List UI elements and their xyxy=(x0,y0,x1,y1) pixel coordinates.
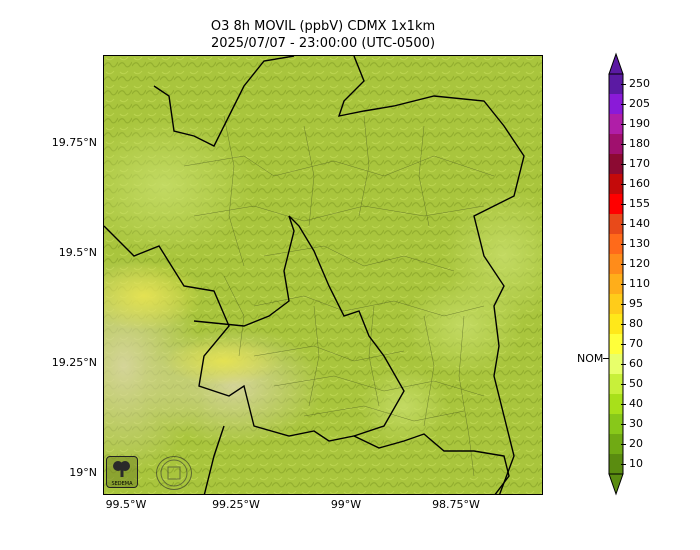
lat-tick-label: 19.75°N xyxy=(51,136,97,149)
colorbar-segment xyxy=(609,294,623,315)
cdmx-seal xyxy=(156,456,192,490)
colorbar-tick xyxy=(621,144,626,145)
colorbar-segment xyxy=(609,114,623,135)
lon-tick-label: 99°W xyxy=(330,498,362,511)
tree-icon xyxy=(113,461,130,477)
municipal-boundaries xyxy=(183,115,495,477)
colorbar-min-extend xyxy=(608,473,624,496)
colorbar-tick xyxy=(621,344,626,345)
colorbar-segment xyxy=(609,274,623,295)
colorbar-segment xyxy=(609,154,623,175)
colorbar-segment xyxy=(609,334,623,355)
colorbar-tick xyxy=(621,384,626,385)
lat-tick-label: 19.5°N xyxy=(58,246,97,259)
colorbar-tick-label: 190 xyxy=(629,117,650,130)
colorbar-tick xyxy=(621,264,626,265)
lon-tick-label: 98.75°W xyxy=(432,498,480,511)
colorbar-tick-label: 140 xyxy=(629,217,650,230)
lat-tick-label: 19°N xyxy=(69,466,97,479)
colorbar-tick xyxy=(621,284,626,285)
lon-tick-label: 99.25°W xyxy=(212,498,260,511)
colorbar-tick-label: 120 xyxy=(629,257,650,270)
colorbar-tick xyxy=(621,164,626,165)
colorbar-segment xyxy=(609,414,623,435)
colorbar-tick xyxy=(621,124,626,125)
colorbar-tick-label: 250 xyxy=(629,77,650,90)
colorbar-tick-label: 205 xyxy=(629,97,650,110)
colorbar-tick-label: 160 xyxy=(629,177,650,190)
colorbar xyxy=(608,52,624,496)
colorbar-tick-label: 180 xyxy=(629,137,650,150)
sedema-logo: SEDEMA xyxy=(106,456,138,488)
colorbar-tick-label: 95 xyxy=(629,297,643,310)
colorbar-segment xyxy=(609,74,623,95)
colorbar-segment xyxy=(609,314,623,335)
colorbar-tick xyxy=(621,404,626,405)
colorbar-tick-label: 155 xyxy=(629,197,650,210)
colorbar-segment xyxy=(609,214,623,235)
colorbar-segment xyxy=(609,374,623,395)
colorbar-segment xyxy=(609,394,623,415)
colorbar-tick xyxy=(621,424,626,425)
colorbar-tick-label: 30 xyxy=(629,417,643,430)
colorbar-tick-label: 60 xyxy=(629,357,643,370)
lat-tick-label: 19.25°N xyxy=(51,356,97,369)
colorbar-tick xyxy=(621,104,626,105)
map-panel xyxy=(103,55,543,495)
colorbar-segment xyxy=(609,134,623,155)
colorbar-tick xyxy=(621,204,626,205)
nom-label: NOM xyxy=(577,352,604,365)
colorbar-segment xyxy=(609,94,623,115)
colorbar-tick xyxy=(621,304,626,305)
lon-tick-label: 99.5°W xyxy=(105,498,147,511)
colorbar-tick-label: 50 xyxy=(629,377,643,390)
chart-subtitle: 2025/07/07 - 23:00:00 (UTC-0500) xyxy=(210,36,436,51)
colorbar-tick xyxy=(621,84,626,85)
colorbar-tick xyxy=(621,324,626,325)
colorbar-segment xyxy=(609,254,623,275)
colorbar-tick-label: 40 xyxy=(629,397,643,410)
colorbar-tick xyxy=(621,224,626,225)
colorbar-tick-label: 70 xyxy=(629,337,643,350)
colorbar-tick xyxy=(621,184,626,185)
state-boundaries xyxy=(104,56,525,494)
colorbar-segment xyxy=(609,434,623,455)
chart-title: O3 8h MOVIL (ppbV) CDMX 1x1km xyxy=(210,19,436,34)
sedema-logo-text: SEDEMA xyxy=(111,481,133,487)
colorbar-segment xyxy=(609,194,623,215)
colorbar-segment xyxy=(609,174,623,195)
colorbar-tick-label: 80 xyxy=(629,317,643,330)
colorbar-segment xyxy=(609,354,623,375)
colorbar-max-extend xyxy=(608,52,624,75)
colorbar-tick-label: 130 xyxy=(629,237,650,250)
colorbar-segment xyxy=(609,454,623,475)
colorbar-tick-label: 10 xyxy=(629,457,643,470)
colorbar-tick-label: 170 xyxy=(629,157,650,170)
nom-tick xyxy=(603,358,609,359)
colorbar-tick xyxy=(621,364,626,365)
colorbar-segment xyxy=(609,234,623,255)
colorbar-tick xyxy=(621,244,626,245)
colorbar-tick-label: 110 xyxy=(629,277,650,290)
concentration-map xyxy=(104,56,542,494)
colorbar-tick-label: 20 xyxy=(629,437,643,450)
colorbar-tick xyxy=(621,444,626,445)
colorbar-tick xyxy=(621,464,626,465)
